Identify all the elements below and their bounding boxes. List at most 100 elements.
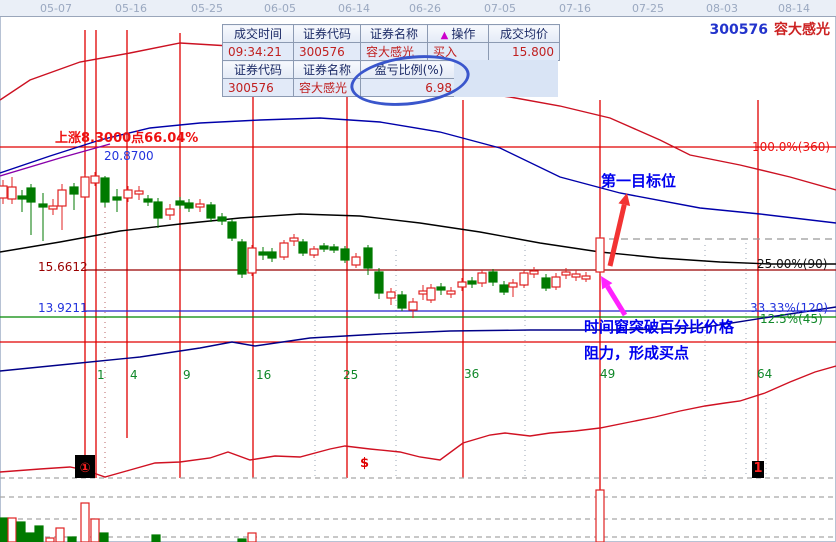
profit-table-row[interactable]: 300576 容大感光 6.98 — [222, 78, 458, 97]
candlestick — [289, 237, 299, 242]
candlestick — [0, 185, 8, 199]
candlestick — [467, 280, 477, 285]
candlestick — [69, 186, 79, 195]
axis-date-label: 08-14 — [778, 2, 810, 15]
cell-profit-ratio[interactable]: 6.98 — [360, 78, 458, 97]
axis-date-label: 06-05 — [264, 2, 296, 15]
candlestick — [7, 186, 17, 200]
candlestick — [217, 216, 227, 222]
candlestick — [499, 284, 509, 293]
trade-table-row[interactable]: 09:34:21 300576 容大感光 买入 15.800 — [222, 42, 560, 61]
candlestick — [418, 290, 428, 295]
target-arrow-head[interactable] — [618, 193, 631, 207]
candlestick — [227, 221, 237, 239]
buy-point-arrow-head[interactable] — [601, 276, 613, 290]
candlestick — [26, 187, 36, 203]
header-stock-code: 证券代码 — [222, 60, 294, 79]
header-avg-price: 成交均价 — [488, 24, 560, 43]
cell-stock-code[interactable]: 300576 — [293, 42, 361, 61]
volume-bar — [0, 517, 9, 542]
candlestick — [48, 205, 58, 210]
candlestick — [247, 247, 257, 274]
volume-bar — [80, 502, 90, 542]
candlestick — [267, 251, 277, 259]
date-axis: 05-07 05-16 05-25 06-05 06-14 06-26 07-05 07-16… — [0, 0, 836, 17]
stock-title: 300576 容大感光 — [710, 19, 830, 39]
header-stock-code: 证券代码 — [293, 24, 361, 43]
candlestick — [165, 208, 175, 216]
header-stock-name: 证券名称 — [293, 60, 361, 79]
marker-circled-1-glyph: ① — [79, 461, 90, 476]
axis-date-label: 05-16 — [115, 2, 147, 15]
volume-bar — [25, 532, 35, 542]
candlestick — [408, 301, 418, 311]
sort-triangle-icon: ▲ — [440, 30, 449, 41]
candlestick — [488, 271, 498, 283]
volume-bar — [151, 534, 161, 542]
axis-date-label: 06-26 — [409, 2, 441, 15]
candlestick — [561, 271, 571, 276]
header-operation: ▲ 操作 — [427, 24, 489, 43]
purple-trend — [0, 143, 111, 177]
cell-trade-time[interactable]: 09:34:21 — [222, 42, 294, 61]
cell-stock-name[interactable]: 容大感光 — [293, 78, 361, 97]
candlestick — [581, 275, 591, 280]
axis-date-label: 07-05 — [484, 2, 516, 15]
candlestick — [374, 271, 384, 294]
volume-bar — [99, 532, 109, 542]
candlestick — [134, 190, 144, 195]
volume-bar — [237, 538, 247, 542]
candlestick — [90, 175, 100, 184]
candlestick — [153, 201, 163, 219]
candlestick — [508, 282, 518, 288]
marker-1-glyph: 1 — [753, 461, 762, 476]
candlestick — [519, 272, 529, 286]
buy-point-arrow — [605, 284, 628, 317]
profit-ratio-table: 证券代码 证券名称 盈亏比例(%) 300576 容大感光 6.98 — [222, 60, 458, 97]
trade-table-header-row: 成交时间 证券代码 证券名称 ▲ 操作 成交均价 — [222, 24, 560, 43]
header-trade-time: 成交时间 — [222, 24, 294, 43]
black-ma — [0, 213, 836, 265]
volume-bar — [16, 521, 26, 542]
marker-circled-1 — [75, 455, 95, 478]
candlestick — [184, 202, 194, 209]
cell-stock-name[interactable]: 容大感光 — [360, 42, 428, 61]
cell-avg-price[interactable]: 15.800 — [488, 42, 560, 61]
candlestick — [80, 176, 90, 198]
candlestick — [258, 251, 268, 256]
stock-code: 300576 — [709, 22, 768, 38]
candlestick — [38, 203, 48, 208]
candlestick — [477, 272, 487, 284]
candlestick — [57, 189, 67, 207]
candlestick — [112, 196, 122, 201]
cell-operation[interactable]: 买入 — [427, 42, 489, 61]
candlestick — [386, 291, 396, 299]
candlestick — [436, 286, 446, 291]
candlestick — [457, 281, 467, 288]
candlestick — [298, 241, 308, 254]
candlestick — [329, 246, 339, 251]
axis-date-label: 05-25 — [191, 2, 223, 15]
candlestick — [595, 237, 605, 273]
marker-1 — [752, 461, 764, 478]
volume-bar — [45, 537, 55, 542]
candlestick — [541, 277, 551, 289]
axis-date-label: 07-25 — [632, 2, 664, 15]
candlestick — [309, 248, 319, 256]
candlestick — [551, 276, 561, 288]
volume-bar — [34, 525, 44, 542]
candlestick — [426, 287, 436, 301]
candlestick — [195, 203, 205, 208]
candlestick — [206, 204, 216, 219]
candlestick — [279, 242, 289, 258]
candlestick — [123, 189, 133, 199]
table-panel-filler — [454, 60, 558, 97]
candlestick — [529, 270, 539, 275]
axis-date-label: 05-07 — [40, 2, 72, 15]
candlestick — [175, 200, 185, 206]
cell-stock-code[interactable]: 300576 — [222, 78, 294, 97]
header-stock-name: 证券名称 — [360, 24, 428, 43]
target-arrow — [607, 204, 627, 267]
candlestick — [237, 241, 247, 275]
